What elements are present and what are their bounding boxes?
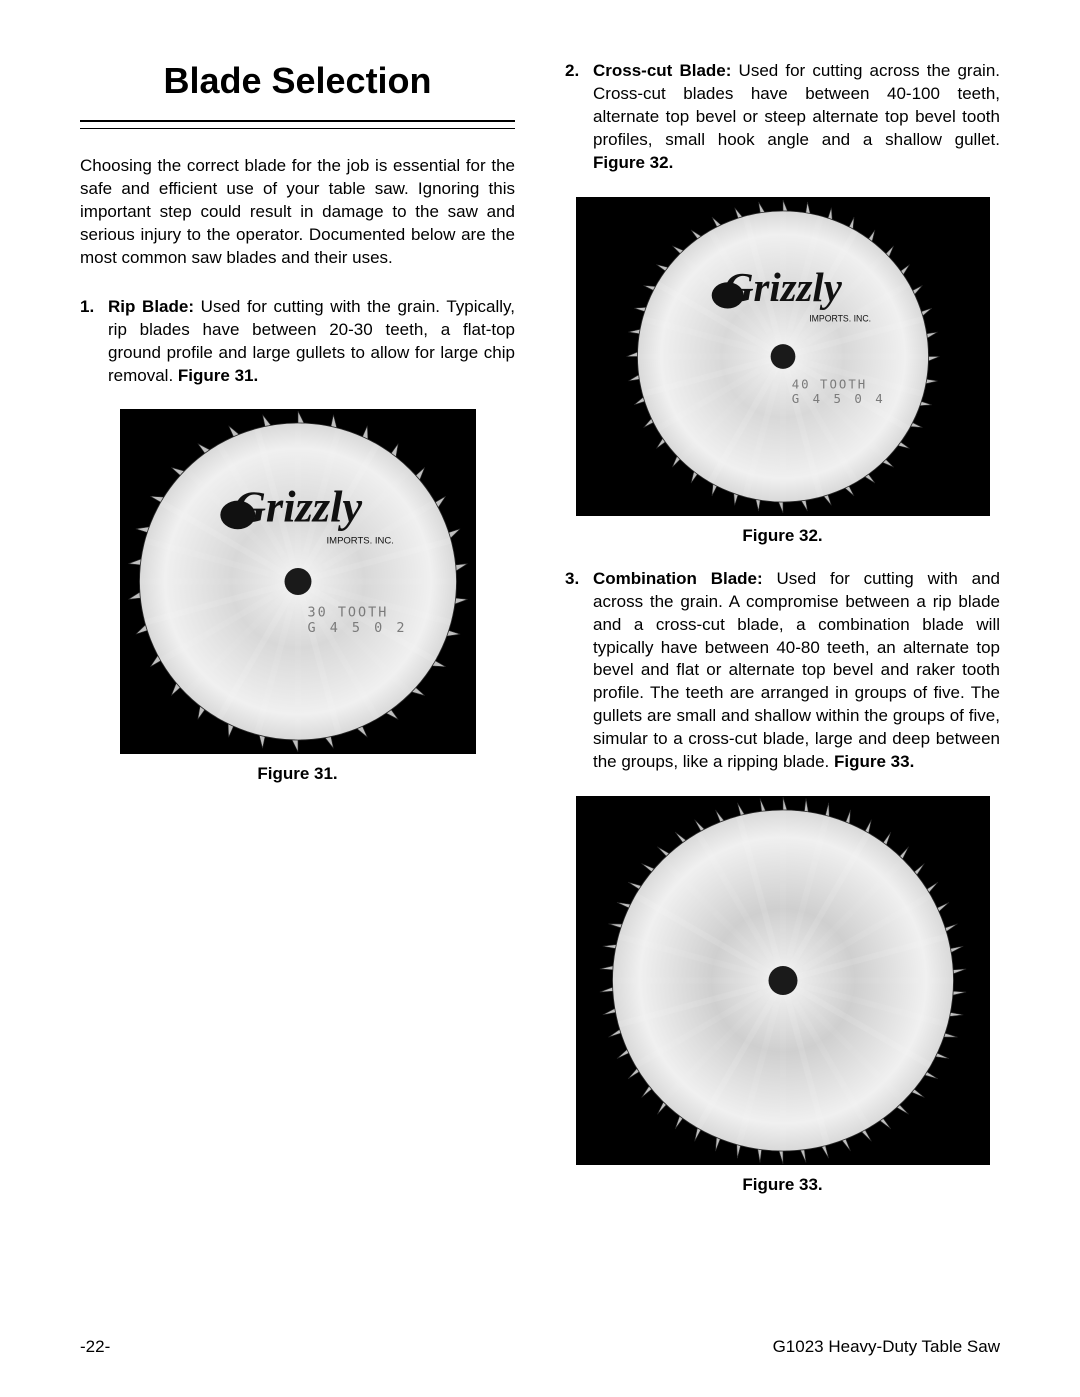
- title-rule-light: [80, 128, 515, 129]
- page-number: -22-: [80, 1337, 110, 1357]
- figure-33: [576, 796, 990, 1165]
- footer-product: G1023 Heavy-Duty Table Saw: [773, 1337, 1000, 1357]
- svg-text:IMPORTS. INC.: IMPORTS. INC.: [326, 536, 393, 547]
- section-title: Blade Selection: [80, 60, 515, 102]
- svg-text:IMPORTS. INC.: IMPORTS. INC.: [809, 313, 871, 323]
- svg-text:Grizzly: Grizzly: [724, 265, 843, 310]
- title-rule-heavy: [80, 120, 515, 122]
- page-footer: -22- G1023 Heavy-Duty Table Saw: [80, 1337, 1000, 1357]
- svg-text:Grizzly: Grizzly: [233, 482, 362, 532]
- figure-32-caption: Figure 32.: [565, 526, 1000, 546]
- svg-text:G 4 5 0 4: G 4 5 0 4: [791, 392, 885, 406]
- item-number: 1.: [80, 296, 108, 388]
- list-item-3: 3. Combination Blade: Used for cutting w…: [565, 568, 1000, 774]
- item-body: Combination Blade: Used for cutting with…: [593, 568, 1000, 774]
- item-label: Combination Blade:: [593, 569, 763, 588]
- item-label: Rip Blade:: [108, 297, 194, 316]
- figure-31-caption: Figure 31.: [80, 764, 515, 784]
- item-label: Cross-cut Blade:: [593, 61, 731, 80]
- list-item-1: 1. Rip Blade: Used for cutting with the …: [80, 296, 515, 388]
- two-column-layout: Blade Selection Choosing the correct bla…: [80, 60, 1000, 1217]
- left-column: Blade Selection Choosing the correct bla…: [80, 60, 515, 1217]
- item-figref: Figure 31.: [178, 366, 258, 385]
- item-body: Rip Blade: Used for cutting with the gra…: [108, 296, 515, 388]
- item-figref: Figure 32.: [593, 153, 673, 172]
- svg-text:G 4 5 0 2: G 4 5 0 2: [307, 621, 407, 637]
- right-column: 2. Cross-cut Blade: Used for cutting acr…: [565, 60, 1000, 1217]
- item-number: 3.: [565, 568, 593, 774]
- figure-33-caption: Figure 33.: [565, 1175, 1000, 1195]
- figure-31: Grizzly IMPORTS. INC. 30 TOOTH G 4 5 0 2: [120, 409, 476, 754]
- item-number: 2.: [565, 60, 593, 175]
- item-figref: Figure 33.: [834, 752, 914, 771]
- intro-paragraph: Choosing the correct blade for the job i…: [80, 155, 515, 270]
- svg-text:30 TOOTH: 30 TOOTH: [307, 605, 388, 621]
- item-body: Cross-cut Blade: Used for cutting across…: [593, 60, 1000, 175]
- item-text: Used for cutting with and across the gra…: [593, 569, 1000, 772]
- list-item-2: 2. Cross-cut Blade: Used for cutting acr…: [565, 60, 1000, 175]
- figure-32: Grizzly IMPORTS. INC. 40 TOOTH G 4 5 0 4: [576, 197, 990, 516]
- svg-text:40 TOOTH: 40 TOOTH: [791, 377, 867, 391]
